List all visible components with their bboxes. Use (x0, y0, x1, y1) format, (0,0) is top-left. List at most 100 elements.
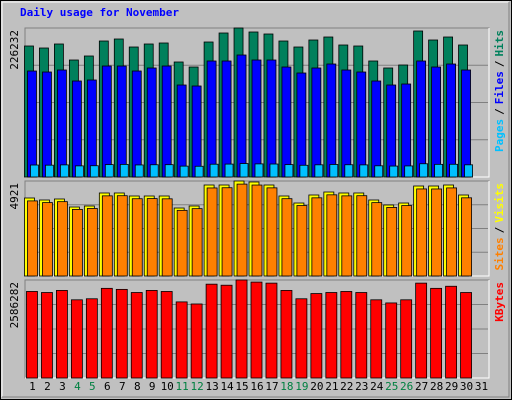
bar (359, 164, 369, 178)
bar (209, 163, 219, 178)
x-tick-label: 5 (89, 380, 96, 393)
x-tick-label: 27 (415, 380, 428, 393)
x-tick-label: 31 (475, 380, 488, 393)
bar (464, 164, 473, 178)
bar (401, 83, 412, 178)
x-tick-label: 12 (191, 380, 204, 393)
bar (281, 198, 293, 277)
x-tick-label: 16 (250, 380, 263, 393)
bar (311, 67, 322, 178)
bar (134, 164, 144, 178)
bar (446, 187, 457, 277)
x-tick-label: 7 (119, 380, 126, 393)
bar (299, 164, 309, 178)
legend-entry: Files (493, 71, 506, 104)
legend-entry: Pages (493, 119, 506, 152)
bar (371, 80, 382, 178)
x-tick-label: 14 (220, 380, 234, 393)
bar (419, 163, 429, 178)
bar (326, 194, 338, 277)
bar (89, 165, 99, 178)
x-tick-label: 10 (161, 380, 174, 393)
bar (431, 66, 442, 178)
bar (224, 163, 234, 178)
bar (310, 293, 323, 379)
bar (445, 285, 457, 379)
bar (191, 208, 203, 277)
bar (57, 201, 68, 277)
bar (386, 207, 398, 277)
bar (371, 202, 383, 277)
bar (254, 163, 264, 178)
bar (356, 71, 367, 178)
bar (221, 187, 233, 277)
bar (161, 198, 173, 277)
x-tick-label: 30 (460, 380, 473, 393)
bar (86, 208, 98, 277)
bar (42, 202, 53, 277)
bar (355, 292, 368, 379)
bar (295, 298, 308, 379)
chart-title: Daily usage for November (20, 6, 179, 19)
x-tick-label: 18 (280, 380, 293, 393)
bar (176, 84, 187, 178)
x-tick-label: 29 (445, 380, 458, 393)
bar (284, 164, 294, 178)
bar (326, 63, 337, 178)
y-max-label: 2586282 (8, 282, 21, 328)
x-tick-label: 17 (265, 380, 278, 393)
bar (431, 188, 443, 277)
bar (460, 292, 472, 379)
bar (42, 71, 52, 178)
bar (130, 292, 143, 379)
x-tick-label: 28 (430, 380, 443, 393)
x-tick-label: 25 (385, 380, 398, 393)
x-tick-label: 20 (310, 380, 323, 393)
bar (70, 299, 83, 379)
bar (161, 65, 172, 178)
bar (341, 195, 353, 277)
bar (265, 282, 278, 379)
bar (461, 197, 472, 277)
x-tick-label: 26 (400, 380, 413, 393)
bar (221, 60, 232, 178)
bar (415, 282, 428, 379)
bar (446, 63, 456, 178)
bar (194, 165, 204, 178)
bar (266, 187, 278, 277)
bar (146, 67, 157, 178)
bar (115, 288, 128, 379)
legend-separator: / (493, 226, 506, 233)
bar (164, 164, 174, 178)
bar (434, 163, 444, 178)
bar (191, 85, 202, 178)
bar (116, 65, 127, 178)
x-tick-label: 4 (74, 380, 81, 393)
x-tick-label: 19 (295, 380, 308, 393)
bar (41, 292, 53, 379)
x-tick-label: 11 (176, 380, 189, 393)
bar (119, 164, 129, 178)
bar (160, 291, 173, 379)
bar (145, 290, 158, 379)
bar (389, 165, 399, 178)
legend-entry: Visits (493, 183, 506, 223)
bar (329, 164, 339, 178)
bar (131, 70, 142, 178)
bar (461, 69, 471, 178)
bar (266, 59, 277, 178)
bar (269, 163, 279, 178)
legend: Sites / Visits (493, 183, 506, 271)
bar (340, 291, 353, 379)
bar (206, 187, 218, 277)
bar (116, 195, 128, 277)
bar (85, 298, 98, 379)
legend: Pages / Files / Hits (493, 30, 506, 152)
bar (250, 281, 263, 379)
bar (325, 292, 338, 379)
x-tick-label: 13 (205, 380, 218, 393)
x-tick-label: 23 (355, 380, 368, 393)
bar (220, 284, 233, 379)
x-tick-label: 3 (59, 380, 66, 393)
bar (101, 65, 112, 178)
